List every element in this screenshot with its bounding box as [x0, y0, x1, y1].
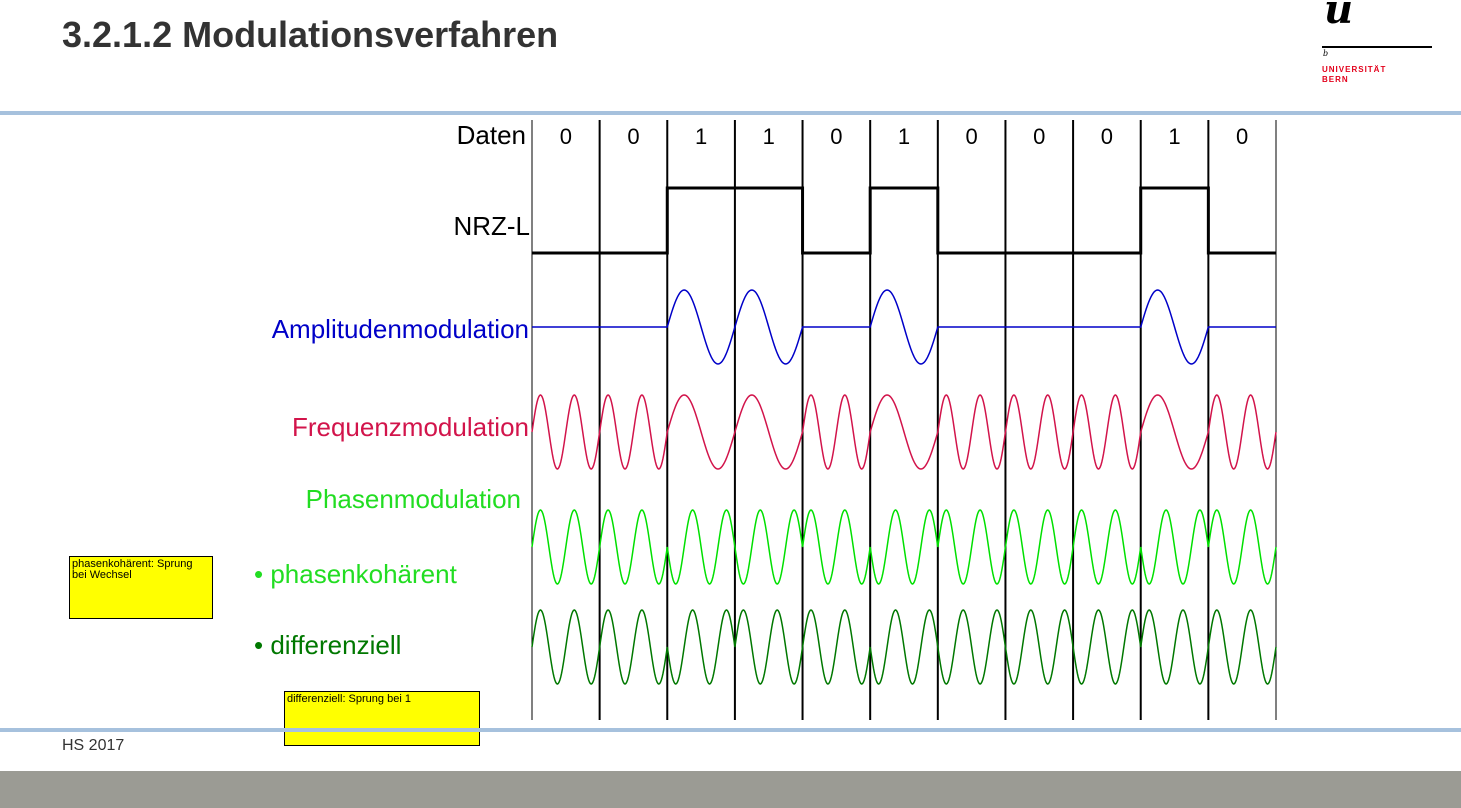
data-row-label: Daten — [456, 120, 526, 150]
phase-coherent-row-label: • phasenkohärent — [254, 559, 457, 589]
nrz-row-label: NRZ-L — [453, 211, 530, 241]
bit-value-label: 1 — [898, 124, 910, 149]
logo-superscript: b — [1323, 49, 1329, 58]
bit-value-label: 0 — [627, 124, 639, 149]
phase-row-label: Phasenmodulation — [305, 484, 521, 514]
amplitude-row-label: Amplitudenmodulation — [271, 314, 529, 344]
frequency-modulated-signal — [531, 394, 1277, 470]
bit-value-label: 0 — [1101, 124, 1113, 149]
phase-differential-row-label: • differenziell — [254, 630, 402, 660]
bit-value-label: 0 — [1033, 124, 1045, 149]
bit-value-label: 0 — [1236, 124, 1248, 149]
logo-university: UNIVERSITÄT — [1322, 65, 1387, 74]
bit-value-label: 0 — [830, 124, 842, 149]
amplitude-modulated-signal — [532, 289, 1276, 365]
bit-value-label: 1 — [695, 124, 707, 149]
logo-bern: BERN — [1322, 75, 1349, 84]
frequency-row-label: Frequenzmodulation — [291, 412, 529, 442]
header-rule — [0, 111, 1461, 115]
phase-coherent-signal — [531, 509, 1277, 585]
phase-differential-signal — [531, 609, 1277, 685]
bit-value-label: 1 — [763, 124, 775, 149]
footer-bar — [0, 771, 1461, 808]
logo-mark: u — [1324, 0, 1354, 33]
footer-rule — [0, 728, 1461, 732]
bit-value-label: 1 — [1168, 124, 1180, 149]
footer-label: HS 2017 — [62, 737, 125, 754]
nrz-signal — [532, 186, 1276, 255]
note-phase-coherent: phasenkohärent: Sprung bei Wechsel — [69, 556, 213, 619]
note-differential: differenziell: Sprung bei 1 — [284, 691, 480, 746]
university-logo: u b UNIVERSITÄT BERN — [1322, 0, 1432, 95]
slide-title: 3.2.1.2 Modulationsverfahren — [62, 14, 559, 55]
bit-value-label: 0 — [966, 124, 978, 149]
logo-rule — [1322, 46, 1432, 48]
bit-value-label: 0 — [560, 124, 572, 149]
